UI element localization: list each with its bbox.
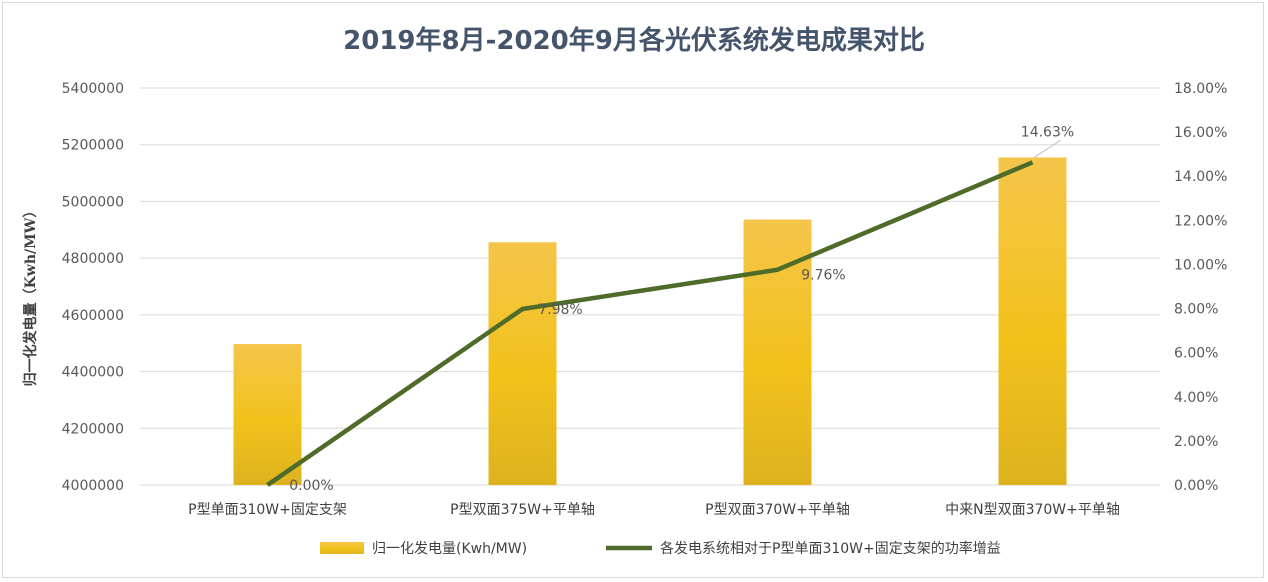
data-label-leader (1034, 139, 1061, 158)
x-tick-label: 中来N型双面370W+平单轴 (945, 502, 1120, 518)
y2-tick-label: 10.00% (1174, 257, 1227, 273)
y-tick-label: 4000000 (62, 478, 124, 494)
data-label: 7.98% (538, 302, 582, 318)
y-tick-label: 4400000 (62, 365, 124, 381)
legend-label-bar: 归一化发电量(Kwh/MW) (372, 540, 527, 557)
data-label: 14.63% (1021, 124, 1074, 140)
bar (998, 157, 1067, 485)
legend-swatch-bar (320, 542, 364, 554)
bar (743, 219, 812, 485)
y2-tick-label: 18.00% (1174, 81, 1227, 97)
line-series (266, 160, 1034, 487)
bar (488, 242, 557, 485)
y2-tick-label: 4.00% (1174, 390, 1218, 406)
y-tick-label: 5000000 (62, 194, 124, 210)
bar (233, 344, 302, 485)
data-label: 9.76% (801, 268, 845, 284)
y2-tick-label: 6.00% (1174, 346, 1218, 362)
data-label: 0.00% (289, 478, 333, 494)
y2-tick-label: 0.00% (1174, 478, 1218, 494)
y2-tick-label: 12.00% (1174, 213, 1227, 229)
y2-tick-label: 14.00% (1174, 169, 1227, 185)
chart-title: 2019年8月-2020年9月各光伏系统发电成果对比 (343, 26, 925, 56)
y-tick-label: 4600000 (62, 308, 124, 324)
y2-tick-label: 16.00% (1174, 125, 1227, 141)
y-tick-label: 4200000 (62, 421, 124, 437)
y2-tick-label: 8.00% (1174, 302, 1218, 318)
y-tick-label: 4800000 (62, 251, 124, 267)
y2-tick-label: 2.00% (1174, 434, 1218, 450)
legend-label-line: 各发电系统相对于P型单面310W+固定支架的功率增益 (660, 540, 1001, 557)
x-tick-label: P型双面370W+平单轴 (705, 502, 850, 518)
y-tick-label: 5400000 (62, 81, 124, 97)
y-tick-label: 5200000 (62, 138, 124, 154)
x-tick-label: P型双面375W+平单轴 (450, 502, 595, 518)
x-tick-label: P型单面310W+固定支架 (188, 502, 347, 518)
